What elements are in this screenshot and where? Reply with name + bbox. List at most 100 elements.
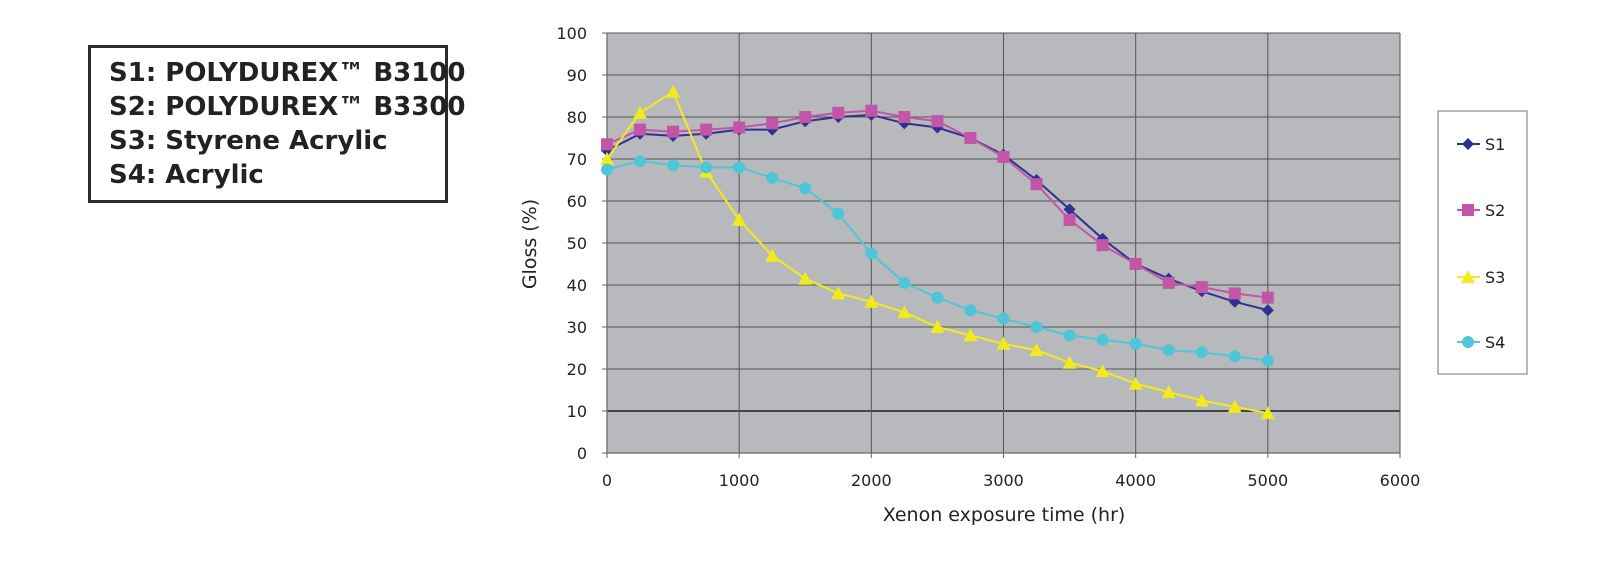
data-point-s2 bbox=[997, 150, 1010, 163]
data-point-s4 bbox=[1195, 346, 1208, 359]
data-point-s3 bbox=[798, 271, 813, 285]
data-point-s4 bbox=[964, 304, 977, 317]
data-point-s4 bbox=[1063, 329, 1076, 342]
data-point-s4 bbox=[1261, 354, 1274, 367]
data-point-s4 bbox=[832, 207, 845, 220]
y-tick-label: 10 bbox=[567, 402, 587, 421]
data-point-s4 bbox=[1129, 337, 1142, 350]
data-point-s1 bbox=[1063, 203, 1076, 216]
data-point-s2 bbox=[634, 123, 647, 136]
legend-marker-s1 bbox=[1462, 138, 1474, 150]
x-tick-label: 0 bbox=[602, 471, 612, 490]
data-point-s4 bbox=[1030, 321, 1043, 333]
data-point-s2 bbox=[1129, 258, 1142, 270]
legend-label-s2: S2 bbox=[1485, 201, 1505, 220]
data-point-s2 bbox=[601, 138, 613, 151]
data-point-s2 bbox=[1030, 178, 1043, 191]
data-point-s2 bbox=[1228, 287, 1241, 300]
legend-label-s1: S1 bbox=[1485, 135, 1505, 154]
key-line-s1: S1: POLYDUREX™ B3100 bbox=[109, 58, 466, 88]
data-point-s3 bbox=[996, 336, 1011, 350]
series-key-box: S1: POLYDUREX™ B3100 S2: POLYDUREX™ B330… bbox=[88, 45, 466, 203]
y-tick-label: 60 bbox=[567, 192, 587, 211]
data-point-s4 bbox=[1162, 344, 1175, 357]
legend-box bbox=[1437, 110, 1528, 375]
data-point-s2 bbox=[865, 104, 878, 117]
key-line-s4: S4: Acrylic bbox=[109, 160, 264, 190]
x-tick-label: 6000 bbox=[1380, 471, 1421, 490]
data-point-s2 bbox=[1063, 213, 1076, 226]
y-tick-label: 40 bbox=[567, 276, 587, 295]
data-point-s3 bbox=[1161, 385, 1176, 399]
data-point-s3 bbox=[666, 84, 681, 98]
data-point-s2 bbox=[1261, 291, 1274, 304]
data-point-s2 bbox=[964, 132, 977, 144]
data-point-s4 bbox=[997, 312, 1010, 325]
data-point-s4 bbox=[898, 276, 911, 289]
data-point-s4 bbox=[799, 182, 812, 195]
x-tick-label: 3000 bbox=[983, 471, 1024, 490]
data-point-s2 bbox=[931, 115, 944, 128]
legend: S1 S2 S3 S4 bbox=[1437, 110, 1528, 375]
data-point-s4 bbox=[634, 155, 647, 168]
data-point-s3 bbox=[1128, 376, 1143, 390]
data-point-s2 bbox=[700, 123, 713, 136]
data-point-s3 bbox=[1029, 343, 1044, 357]
data-point-s4 bbox=[1096, 333, 1109, 346]
legend-marker-s4 bbox=[1462, 336, 1474, 348]
key-line-s2: S2: POLYDUREX™ B3300 bbox=[109, 92, 466, 122]
key-line-s3: S3: Styrene Acrylic bbox=[109, 126, 388, 156]
data-point-s1 bbox=[1261, 304, 1274, 317]
data-point-s4 bbox=[931, 291, 944, 304]
data-point-s3 bbox=[864, 294, 879, 308]
series-s3 bbox=[600, 84, 1275, 420]
data-point-s1 bbox=[766, 123, 779, 136]
y-tick-label: 70 bbox=[567, 150, 587, 169]
data-point-s4 bbox=[601, 163, 613, 176]
y-tick-label: 100 bbox=[556, 24, 587, 43]
data-point-s2 bbox=[1096, 239, 1109, 252]
series-s2 bbox=[601, 104, 1274, 304]
y-tick-label: 80 bbox=[567, 108, 587, 127]
y-tick-label: 90 bbox=[567, 66, 587, 85]
data-point-s2 bbox=[733, 121, 746, 134]
data-point-s3 bbox=[1062, 355, 1077, 369]
data-point-s3 bbox=[1194, 393, 1209, 407]
legend-marker-s3 bbox=[1461, 270, 1475, 283]
series-lines bbox=[600, 84, 1275, 420]
legend-label-s3: S3 bbox=[1485, 268, 1505, 287]
data-point-s4 bbox=[700, 161, 713, 174]
data-point-s3 bbox=[897, 305, 912, 319]
y-tick-label: 50 bbox=[567, 234, 587, 253]
x-tick-label: 1000 bbox=[719, 471, 760, 490]
data-point-s3 bbox=[732, 212, 747, 226]
x-tick-label: 2000 bbox=[851, 471, 892, 490]
data-point-s2 bbox=[832, 106, 845, 119]
x-tick-label: 4000 bbox=[1115, 471, 1156, 490]
data-point-s2 bbox=[898, 111, 911, 123]
y-tick-label: 30 bbox=[567, 318, 587, 337]
x-tick-label: 5000 bbox=[1247, 471, 1288, 490]
data-point-s3 bbox=[831, 286, 846, 300]
data-point-s2 bbox=[1195, 281, 1208, 294]
y-axis-title: Gloss (%) bbox=[519, 199, 541, 289]
legend-marker-s2 bbox=[1462, 204, 1474, 216]
series-s4 bbox=[601, 155, 1274, 367]
data-point-s3 bbox=[633, 105, 648, 119]
x-axis-title: Xenon exposure time (hr) bbox=[883, 504, 1126, 526]
data-point-s2 bbox=[766, 117, 779, 130]
data-point-s3 bbox=[1227, 399, 1242, 413]
data-point-s4 bbox=[667, 159, 680, 172]
data-point-s3 bbox=[930, 320, 945, 333]
data-point-s3 bbox=[1095, 364, 1110, 378]
data-point-s3 bbox=[1260, 406, 1275, 420]
data-point-s2 bbox=[667, 125, 680, 138]
data-point-s4 bbox=[1228, 350, 1241, 363]
data-point-s4 bbox=[733, 161, 746, 174]
data-point-s3 bbox=[600, 152, 614, 165]
y-tick-label: 20 bbox=[567, 360, 587, 379]
data-point-s4 bbox=[766, 171, 779, 184]
data-point-s4 bbox=[865, 247, 878, 260]
